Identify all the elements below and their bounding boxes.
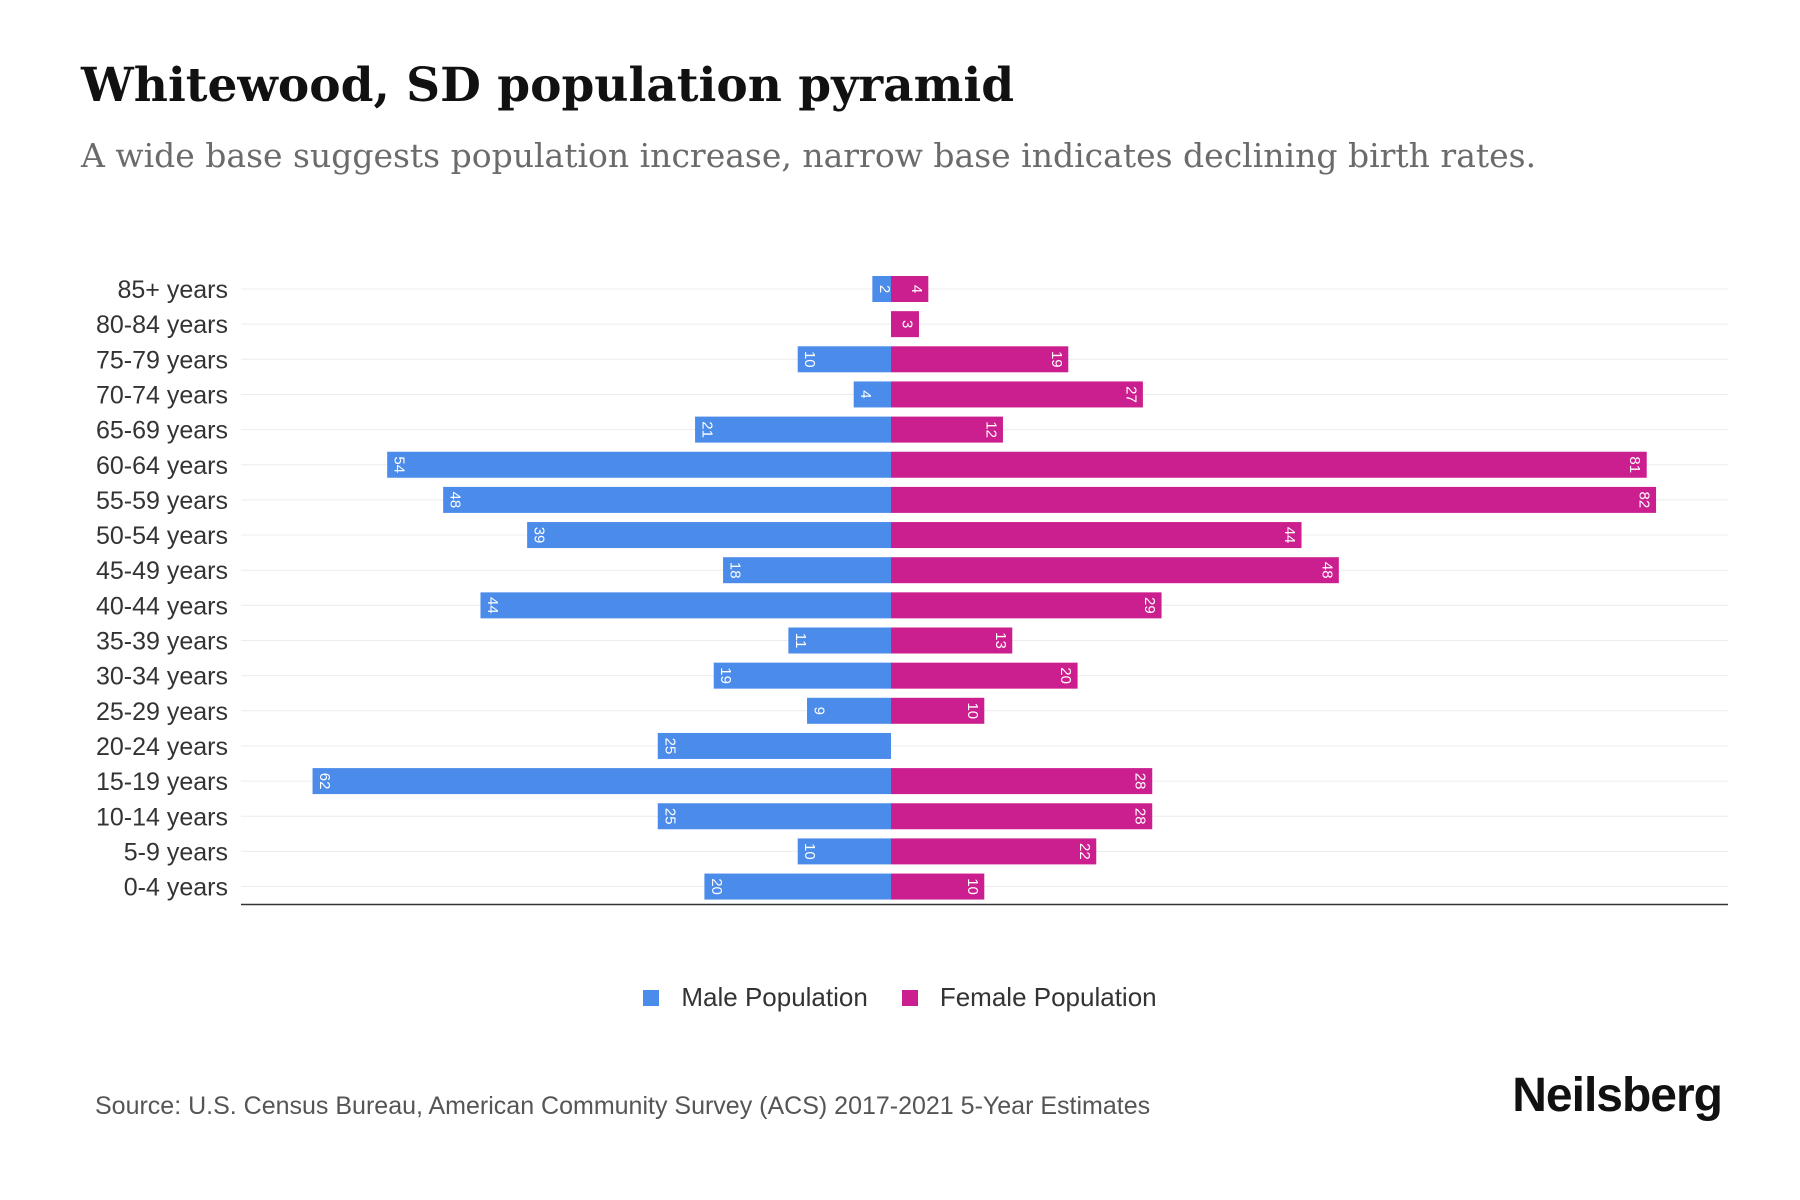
bar-female[interactable] <box>891 662 1078 689</box>
data-label-male: 20 <box>708 878 725 895</box>
bar-female[interactable] <box>891 522 1302 549</box>
category-label: 15-19 years <box>96 768 228 796</box>
bar-male[interactable] <box>872 276 891 302</box>
data-label-male: 25 <box>661 808 678 825</box>
category-label: 65-69 years <box>96 417 228 445</box>
data-label-female: 13 <box>992 632 1009 649</box>
bar-male[interactable] <box>788 627 891 654</box>
brand-logo[interactable]: Neilsberg <box>1512 1069 1723 1122</box>
bar-male[interactable] <box>695 416 891 443</box>
population-pyramid-chart: 2 4 3 10 19 4 27 21 12 54 81 48 82 39 44 18 48 44 29 11 13 19… <box>96 276 1728 906</box>
data-label-female: 4 <box>908 285 925 293</box>
bar-male[interactable] <box>723 557 891 584</box>
legend-item-male[interactable]: Male Population <box>643 982 868 1013</box>
data-label-male: 54 <box>391 456 408 473</box>
bar-female[interactable] <box>891 627 1013 654</box>
category-label: 5-9 years <box>124 838 228 866</box>
category-label: 30-34 years <box>96 663 228 691</box>
source-note: Source: U.S. Census Bureau, American Com… <box>95 1092 1151 1120</box>
data-label-male: 39 <box>531 527 548 544</box>
data-label-female: 28 <box>1132 773 1149 790</box>
data-label-male: 62 <box>316 773 333 790</box>
category-label: 50-54 years <box>96 522 228 550</box>
bar-female[interactable] <box>891 276 929 302</box>
bar-female[interactable] <box>891 592 1162 619</box>
bar-female[interactable] <box>891 557 1339 584</box>
data-label-male: 10 <box>801 351 818 368</box>
data-label-male: 10 <box>801 843 818 860</box>
data-label-female: 82 <box>1636 492 1653 509</box>
data-label-male: 21 <box>699 421 716 438</box>
bar-male[interactable] <box>312 768 891 795</box>
bar-male[interactable] <box>480 592 891 619</box>
bar-male[interactable] <box>713 662 891 689</box>
data-label-female: 20 <box>1057 667 1074 684</box>
bar-female[interactable] <box>891 346 1069 373</box>
data-label-female: 48 <box>1318 562 1335 579</box>
data-label-female: 10 <box>964 702 981 719</box>
data-label-female: 12 <box>982 421 999 438</box>
legend-label-male: Male Population <box>681 982 868 1012</box>
category-label: 0-4 years <box>124 874 228 902</box>
bar-female[interactable] <box>891 838 1097 865</box>
bar-male[interactable] <box>657 803 891 830</box>
legend: Male Population Female Population <box>0 982 1800 1013</box>
bar-female[interactable] <box>891 768 1153 795</box>
category-label: 10-14 years <box>96 803 228 831</box>
bar-male[interactable] <box>807 697 891 724</box>
legend-item-female[interactable]: Female Population <box>901 982 1157 1013</box>
category-label: 85+ years <box>118 276 229 304</box>
data-label-female: 81 <box>1626 456 1643 473</box>
bar-female[interactable] <box>891 451 1647 478</box>
category-label: 40-44 years <box>96 592 228 620</box>
data-label-female: 29 <box>1141 597 1158 614</box>
bar-male[interactable] <box>797 838 891 865</box>
bar-male[interactable] <box>704 873 891 900</box>
category-label: 75-79 years <box>96 346 228 374</box>
data-label-female: 3 <box>898 320 915 328</box>
data-label-female: 10 <box>964 878 981 895</box>
category-label: 60-64 years <box>96 452 228 480</box>
data-label-male: 25 <box>661 738 678 755</box>
category-label: 20-24 years <box>96 733 228 761</box>
data-label-male: 11 <box>792 633 809 649</box>
data-label-female: 22 <box>1076 843 1093 860</box>
category-label: 25-29 years <box>96 698 228 726</box>
category-label: 45-49 years <box>96 557 228 585</box>
bar-male[interactable] <box>797 346 891 373</box>
bar-female[interactable] <box>891 873 985 900</box>
bar-female[interactable] <box>891 381 1143 408</box>
legend-swatch-female <box>901 989 918 1006</box>
data-label-female: 44 <box>1281 527 1298 544</box>
legend-swatch-male <box>643 989 660 1006</box>
bar-male[interactable] <box>853 381 891 408</box>
data-label-male: 44 <box>484 597 501 614</box>
data-label-male: 18 <box>727 562 744 579</box>
bar-female[interactable] <box>891 486 1657 513</box>
bar-female[interactable] <box>891 416 1003 443</box>
bar-female[interactable] <box>891 311 919 338</box>
data-label-male: 19 <box>717 667 734 684</box>
chart-title: Whitewood, SD population pyramid <box>81 58 1015 113</box>
data-label-male: 2 <box>876 285 893 293</box>
category-label: 55-59 years <box>96 487 228 515</box>
bar-male[interactable] <box>443 486 891 513</box>
bar-female[interactable] <box>891 803 1153 830</box>
data-label-male: 48 <box>447 492 464 509</box>
bar-male[interactable] <box>657 732 891 759</box>
data-label-female: 19 <box>1048 351 1065 368</box>
data-label-female: 27 <box>1122 386 1139 403</box>
bar-female[interactable] <box>891 697 985 724</box>
category-label: 70-74 years <box>96 381 228 409</box>
legend-label-female: Female Population <box>939 982 1157 1012</box>
category-label: 80-84 years <box>96 311 228 339</box>
data-label-male: 9 <box>811 707 828 715</box>
data-label-male: 4 <box>857 390 874 398</box>
category-label: 35-39 years <box>96 628 228 656</box>
bar-male[interactable] <box>527 522 891 549</box>
chart-subtitle: A wide base suggests population increase… <box>81 136 1537 175</box>
data-label-female: 28 <box>1132 808 1149 825</box>
bar-male[interactable] <box>387 451 891 478</box>
